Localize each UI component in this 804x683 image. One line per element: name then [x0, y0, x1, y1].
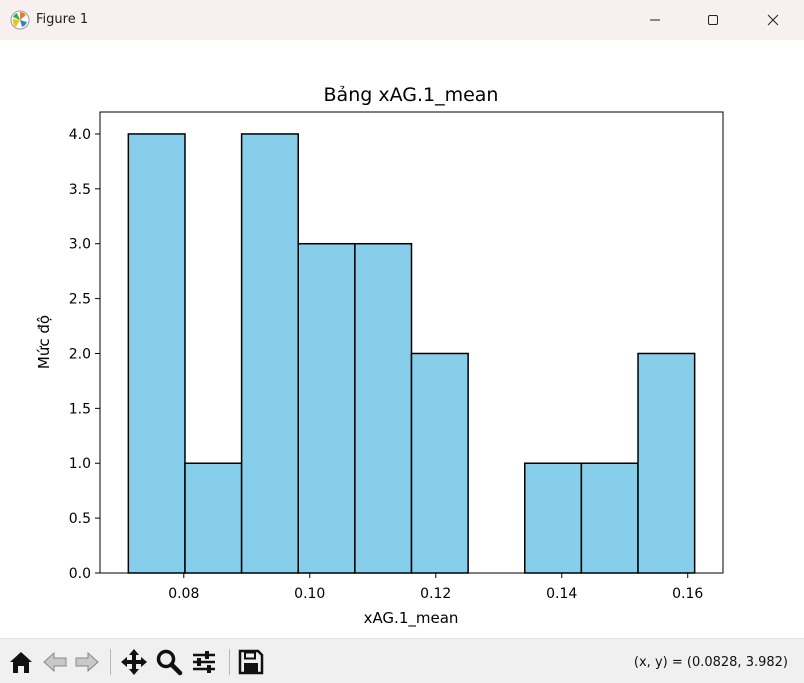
forward-button[interactable]: [72, 647, 102, 677]
maximize-button[interactable]: [690, 0, 736, 40]
axes-frame: [99, 111, 724, 574]
close-icon: [767, 14, 779, 26]
histogram-bar: [297, 242, 356, 574]
back-arrow-icon: [43, 651, 67, 673]
pan-button[interactable]: [119, 647, 149, 677]
minimize-icon: [650, 19, 660, 21]
window-titlebar: Figure 1: [0, 0, 804, 41]
configure-subplots-button[interactable]: [189, 647, 219, 677]
cursor-coordinates: (x, y) = (0.0828, 3.982): [633, 655, 788, 670]
histogram-bar: [410, 352, 469, 574]
pan-move-icon: [121, 649, 147, 675]
window-title: Figure 1: [36, 12, 89, 27]
zoom-magnifier-icon: [156, 649, 183, 676]
histogram-bar: [240, 133, 299, 574]
navigation-toolbar: (x, y) = (0.0828, 3.982): [0, 638, 804, 683]
chart-title: Bảng xAG.1_mean: [324, 84, 499, 106]
x-tick-label: 0.12: [420, 586, 451, 602]
histogram-bar: [524, 462, 583, 574]
x-tick-label: 0.08: [168, 586, 199, 602]
back-button[interactable]: [40, 647, 70, 677]
histogram-bar: [580, 462, 639, 574]
y-tick-label: 4.0: [69, 127, 91, 143]
x-tick-label: 0.16: [672, 586, 703, 602]
home-button[interactable]: [6, 647, 36, 677]
x-tick-label: 0.14: [546, 586, 577, 602]
y-tick-label: 0.0: [69, 566, 91, 582]
y-axis-ticks: 0.0 0.5 1.0 1.5 2.0 2.5 3.0 3.5 4.0: [69, 127, 100, 582]
y-tick-label: 1.0: [69, 456, 91, 472]
toolbar-separator: [110, 649, 111, 675]
save-floppy-icon: [238, 649, 264, 675]
histogram-bar: [127, 133, 186, 574]
configure-sliders-icon: [193, 651, 215, 673]
y-tick-label: 2.5: [69, 292, 91, 308]
toolbar-separator: [229, 649, 230, 675]
zoom-button[interactable]: [154, 647, 184, 677]
y-axis-label: Mức độ: [35, 315, 53, 369]
y-tick-label: 1.5: [69, 401, 91, 417]
close-button[interactable]: [750, 0, 796, 40]
y-tick-label: 3.5: [69, 182, 91, 198]
figure-canvas[interactable]: Bảng xAG.1_mean 0.08 0.10 0.12 0.14 0.16 0.0…: [0, 40, 804, 638]
maximize-icon: [708, 15, 718, 25]
y-tick-label: 0.5: [69, 511, 91, 527]
forward-arrow-icon: [75, 651, 99, 673]
histogram-bar: [354, 242, 413, 574]
y-tick-label: 2.0: [69, 346, 91, 362]
histogram-bar: [184, 462, 243, 574]
histogram-chart: Bảng xAG.1_mean 0.08 0.10 0.12 0.14 0.16 0.0…: [35, 84, 724, 628]
x-axis-label: xAG.1_mean: [364, 609, 459, 628]
histogram-bars: [127, 133, 696, 574]
minimize-button[interactable]: [632, 0, 678, 40]
histogram-bar: [637, 352, 696, 574]
matplotlib-logo-icon: [10, 10, 30, 30]
home-icon: [10, 652, 32, 673]
x-tick-label: 0.10: [294, 586, 325, 602]
x-axis-ticks: 0.08 0.10 0.12 0.14 0.16: [168, 573, 703, 602]
save-button[interactable]: [236, 647, 266, 677]
y-tick-label: 3.0: [69, 237, 91, 253]
